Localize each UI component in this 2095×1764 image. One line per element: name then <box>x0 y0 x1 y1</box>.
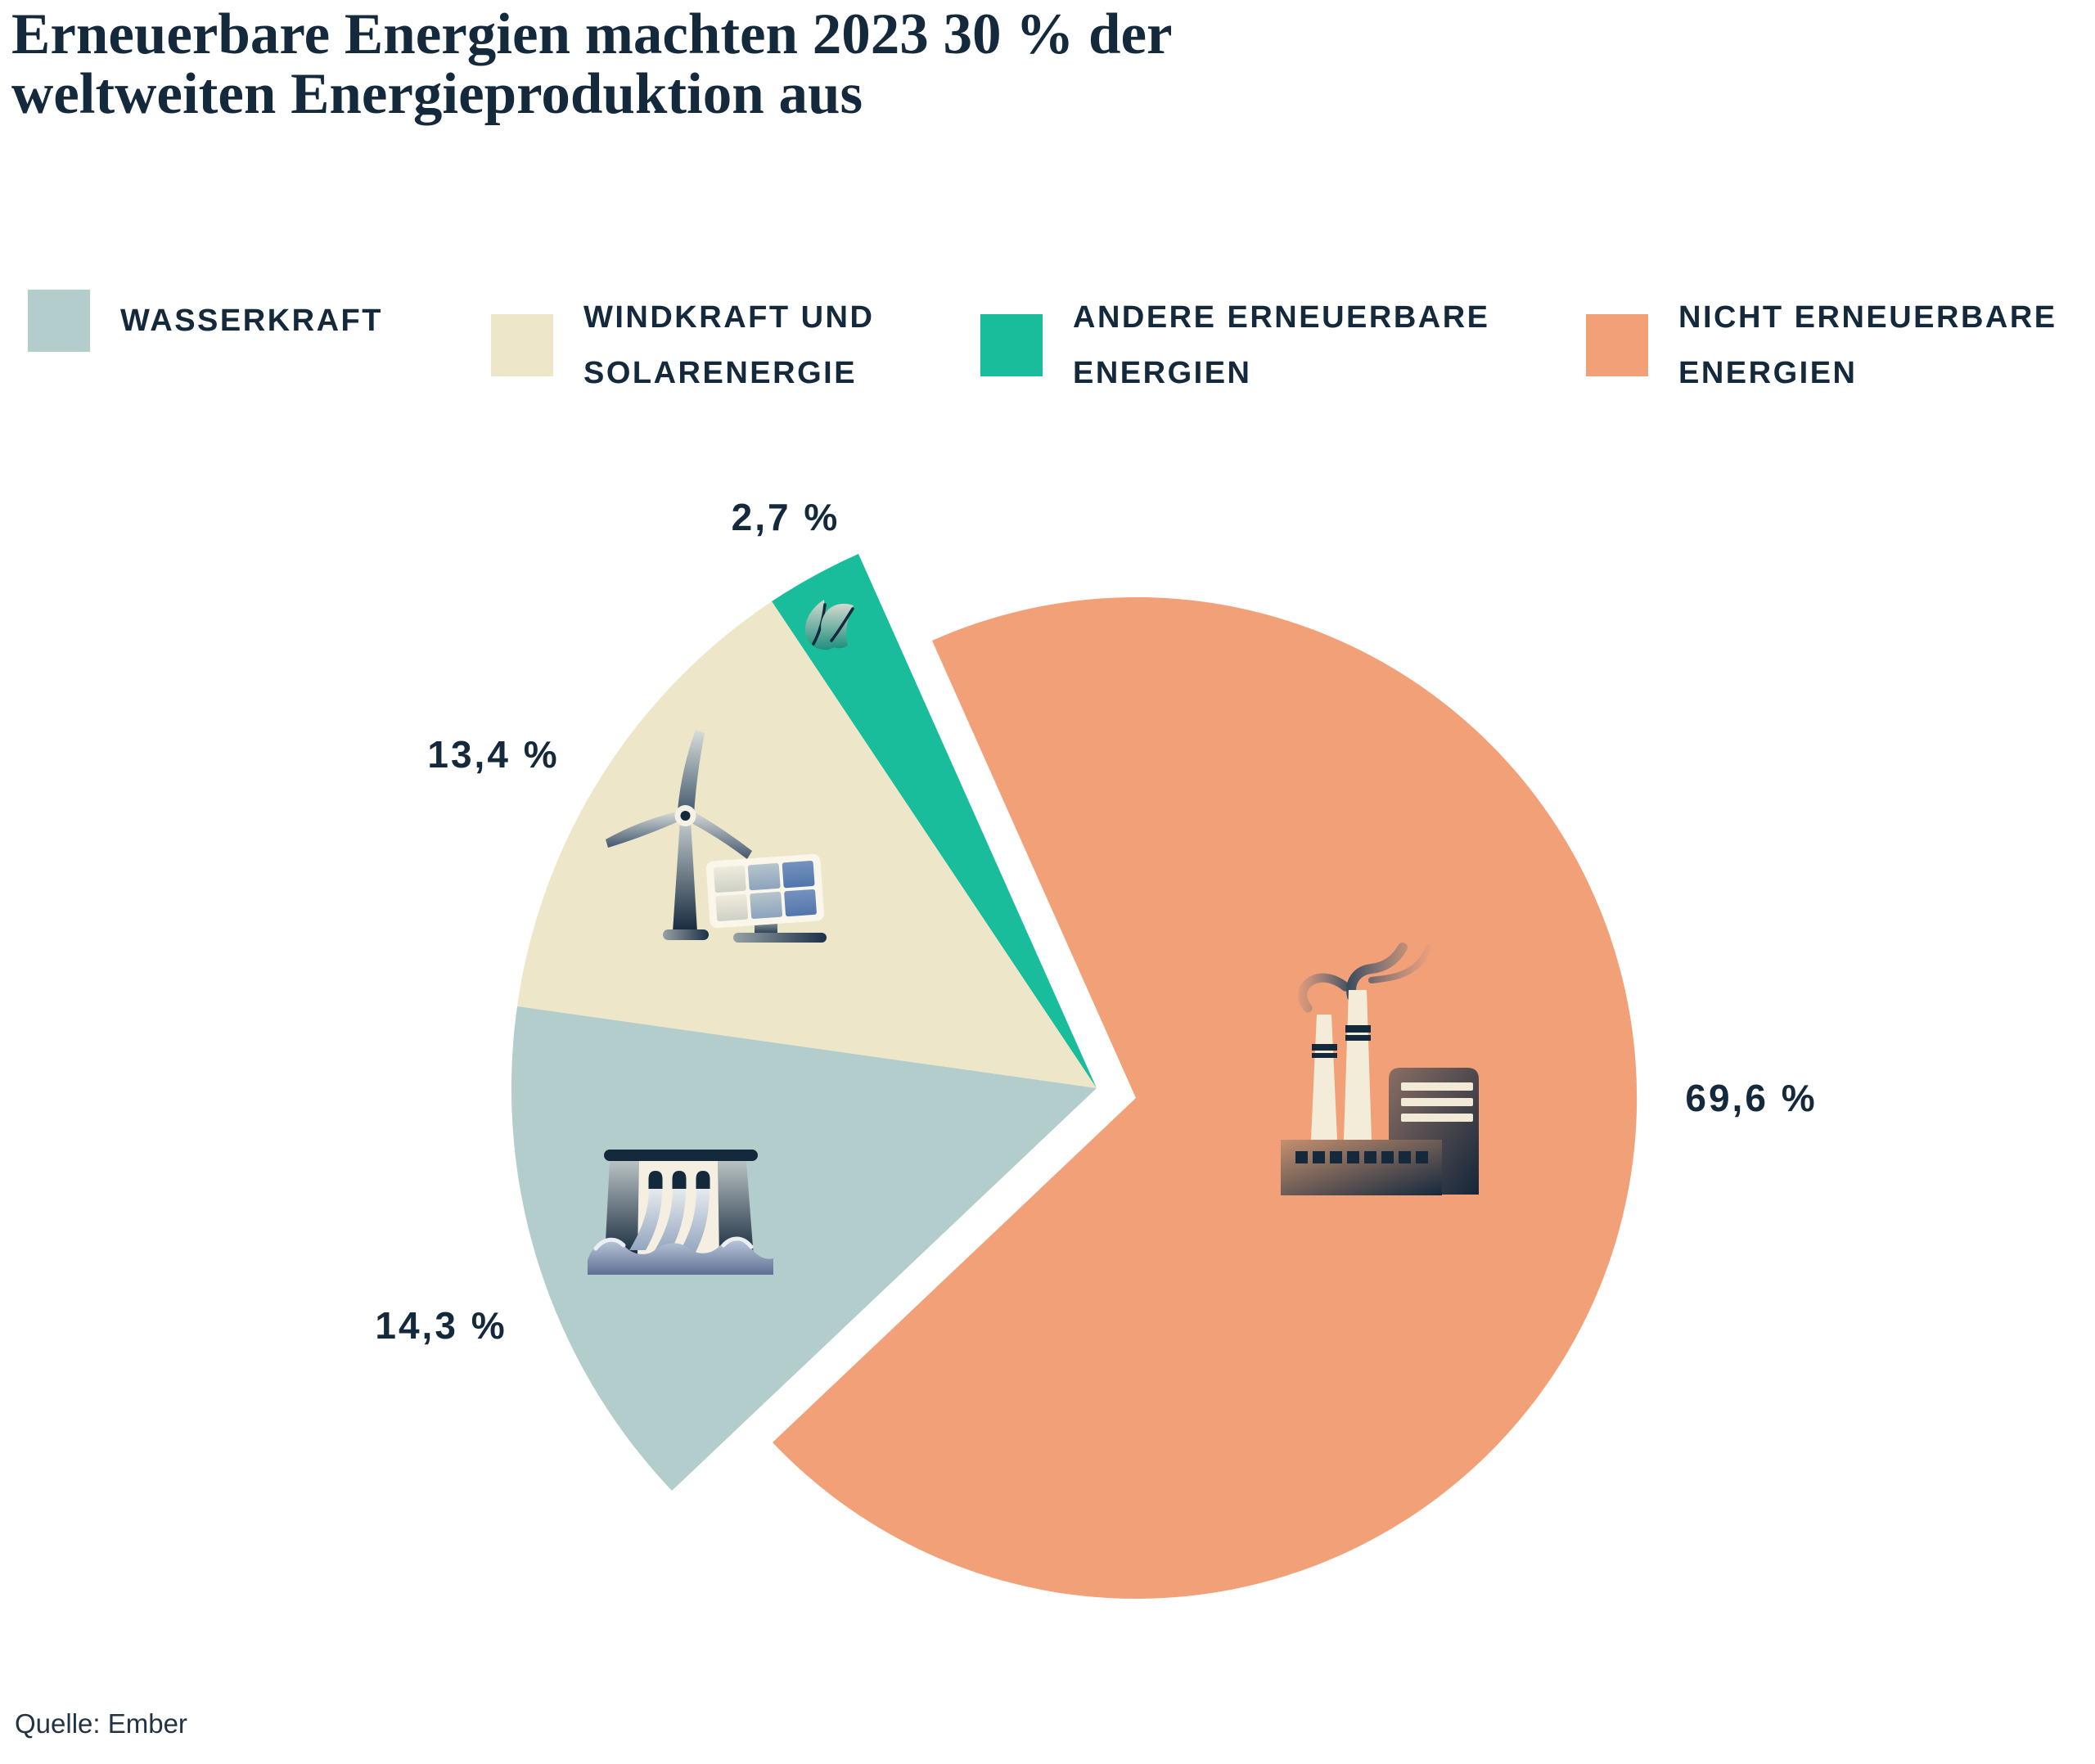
source-note: Quelle: Ember <box>15 1708 187 1739</box>
legend-label-wind-solar: WINDKRAFT UND SOLARENERGIE <box>583 300 875 391</box>
pie-slice-wind-solar <box>517 601 1097 1088</box>
slice-label-wind-solar: 13,4 % <box>427 733 560 776</box>
legend-swatch-hydro <box>28 290 90 352</box>
legend-swatch-non-renewables <box>1586 314 1648 377</box>
leaf-icon <box>805 600 854 650</box>
legend-item-non-renewables: NICHT ERNEUERBARE ENERGIEN <box>1586 290 2057 402</box>
slice-label-non-renewables: 69,6 % <box>1685 1077 1818 1119</box>
legend-swatch-other-renewables <box>980 314 1043 377</box>
factory-icon <box>1281 943 1479 1195</box>
wind-turbine-icon <box>606 730 752 940</box>
legend-swatch-wind-solar <box>491 314 553 377</box>
legend-label-non-renewables: NICHT ERNEUERBARE ENERGIEN <box>1678 300 2057 391</box>
slice-label-hydro: 14,3 % <box>375 1304 507 1347</box>
solar-panel-icon <box>705 853 827 943</box>
pie-slice-non-renewables <box>773 596 1638 1599</box>
legend-item-other-renewables: ANDERE ERNEUERBARE ENERGIEN <box>980 290 1490 402</box>
slice-label-other-renewables: 2,7 % <box>731 496 840 538</box>
legend-item-hydro: WASSERKRAFT <box>28 290 383 352</box>
dam-icon <box>588 1150 773 1275</box>
page-title: Erneuerbare Energien machten 2023 30 % d… <box>11 2 1173 127</box>
legend-label-other-renewables: ANDERE ERNEUERBARE ENERGIEN <box>1073 300 1490 391</box>
legend-item-wind-solar: WINDKRAFT UND SOLARENERGIE <box>491 290 874 402</box>
legend-label-hydro: WASSERKRAFT <box>120 303 383 338</box>
pie-slice-hydro <box>511 1006 1097 1491</box>
pie-slice-other-renewables <box>772 554 1097 1088</box>
